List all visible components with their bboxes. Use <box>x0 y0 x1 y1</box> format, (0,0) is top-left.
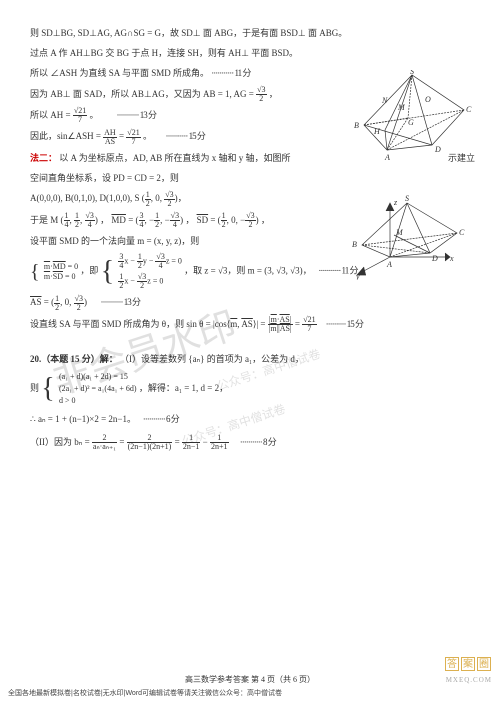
line-6-tail: 。 <box>143 131 152 141</box>
score-13b: ··········· 13 分 <box>100 297 139 307</box>
line-7c: 空间直角坐标系，设 PD = CD = 2，则 <box>30 170 470 186</box>
logo-url: MXEQ.COM <box>444 674 492 687</box>
line-2: 过点 A 作 AH⊥BG 交 BG 于点 H，连接 SH，则有 AH⊥ 平面 B… <box>30 45 470 61</box>
line-6-text: 因此，sin∠ASH = <box>30 131 103 141</box>
svg-text:C: C <box>459 228 465 237</box>
q20-II: （II）因为 bₙ = 2aₙ·aₙ₊₁ = 2(2n−1)(2n+1) = 1… <box>30 434 470 451</box>
svg-text:S: S <box>405 195 409 203</box>
line-4: 因为 AB⊥ 面 SAD，所以 AB⊥AG，又因为 AB = 1, AG = √… <box>30 86 330 103</box>
f1d: aₙ·aₙ₊₁ <box>92 443 117 451</box>
svg-text:y: y <box>355 272 360 280</box>
ah-den: 7 <box>73 116 87 124</box>
coords-abd: A(0,0,0), B(0,1,0), D(1,0,0), <box>30 193 134 203</box>
ag-den: 2 <box>256 95 266 103</box>
line-1: 则 SD⊥BG, SD⊥AG, AG∩SG = G，故 SD⊥ 面 ABG，于是… <box>30 25 470 41</box>
svg-text:G: G <box>408 118 414 127</box>
line-3-text: 所以 ∠ASH 为直线 SA 与平面 SMD 所成角。 <box>30 68 209 78</box>
svg-text:C: C <box>466 105 472 114</box>
score-11a: ··········· 11 分 <box>211 68 250 78</box>
svg-text:M: M <box>397 103 406 112</box>
f4d: 2n+1 <box>210 443 229 451</box>
p10a: 设直线 SA 与平面 SMD 所成角为 θ，则 sin θ = <box>30 319 213 329</box>
page-footer: 高三数学参考答案 第 4 页（共 6 页） <box>0 673 500 687</box>
svg-text:S: S <box>410 70 414 76</box>
q20-then: 则 <box>30 383 39 393</box>
svg-text:D: D <box>431 254 438 263</box>
fin-den: 7 <box>302 325 316 333</box>
svg-text:A: A <box>386 260 392 269</box>
svg-text:D: D <box>434 145 441 154</box>
theta-line: 设直线 SA 与平面 SMD 所成角为 θ，则 sin θ = |cos⟨m, … <box>30 316 470 333</box>
score-15b: ·········· 15 分 <box>326 319 363 329</box>
score-15a: ··········· 15 分 <box>165 131 204 141</box>
svg-text:H: H <box>373 127 381 136</box>
logo-char-1: 答 <box>445 657 459 671</box>
line-5-tail: 。 <box>89 110 98 120</box>
logo-char-2: 案 <box>461 657 475 671</box>
svg-text:N: N <box>381 96 388 105</box>
svg-text:z: z <box>393 198 398 207</box>
sys-mid: ，即 <box>80 266 98 276</box>
score-8: ··········· 8 分 <box>240 437 276 447</box>
q20-conc: ∴ aₙ = 1 + (n−1)×2 = 2n−1。 ··········· 6… <box>30 411 470 427</box>
line-7a: 以 A 为坐标原点，AD, AB 所在直线为 x 轴和 y 轴，如图所 <box>59 153 290 163</box>
q20-conc-text: ∴ aₙ = 1 + (n−1)×2 = 2n−1。 <box>30 414 136 424</box>
line-4-tail: ， <box>269 89 278 99</box>
corner-logo: 答案圈 MXEQ.COM <box>444 656 492 687</box>
svg-text:x: x <box>449 254 454 263</box>
coord-m-label: 于是 M <box>30 215 58 225</box>
q20-II-a: （II）因为 bₙ = <box>30 437 92 447</box>
score-6: ··········· 6 分 <box>143 414 179 424</box>
q20-label: 20.（本题 15 分）解： <box>30 354 118 364</box>
svg-text:B: B <box>352 240 357 249</box>
line-4-text: 因为 AB⊥ 面 SAD，所以 AB⊥AG，又因为 AB = 1, AG = <box>30 89 256 99</box>
score-13a: ··········· 13 分 <box>116 110 155 120</box>
svg-text:B: B <box>354 121 359 130</box>
svg-text:O: O <box>425 95 431 104</box>
f2d: (2n−1)(2n+1) <box>127 443 173 451</box>
svg-text:M: M <box>395 228 404 237</box>
bottom-note: 全国各地最新模拟卷|名校试卷|无水印|Word可编辑试卷等请关注微信公众号：高中… <box>8 688 282 701</box>
q20-line-1: 20.（本题 15 分）解： （I）设等差数列 {aₙ} 的首项为 a₁，公差为… <box>30 351 470 367</box>
method-2-label: 法二： <box>30 153 57 163</box>
line-5-text: 所以 AH = <box>30 110 73 120</box>
sys3-tail: ，解得：a₁ = 1, d = 2， <box>139 383 228 393</box>
geometry-diagram-2: S M A B C D x y z <box>352 195 472 285</box>
svg-text:A: A <box>384 153 390 162</box>
sys3-l1: (a₁ + d)(a₁ + 2d) = 15 <box>59 371 137 383</box>
coord-s-label: S <box>134 193 139 203</box>
logo-char-3: 圈 <box>477 657 491 671</box>
sys3-l3: d > 0 <box>59 395 137 407</box>
q20-I: （I）设等差数列 {aₙ} 的首项为 a₁，公差为 d， <box>120 354 304 364</box>
vec-tail: ， <box>261 215 270 225</box>
res-den: 7 <box>126 138 140 146</box>
as-vec: AS = (12, 0, √32) ··········· 13 分 <box>30 294 470 311</box>
f3d: 2n−1 <box>182 443 201 451</box>
geometry-diagram-1: S N M G O C A B D H <box>352 70 472 170</box>
sys2-tail: ，取 z = √3，则 m = (3, √3, √3)， <box>184 266 311 276</box>
q20-system: 则 { (a₁ + d)(a₁ + 2d) = 15 (2a₁ + d)² = … <box>30 371 470 407</box>
sys3-l2: (2a₁ + d)² = a₁(4a₁ + 6d) <box>59 383 137 395</box>
